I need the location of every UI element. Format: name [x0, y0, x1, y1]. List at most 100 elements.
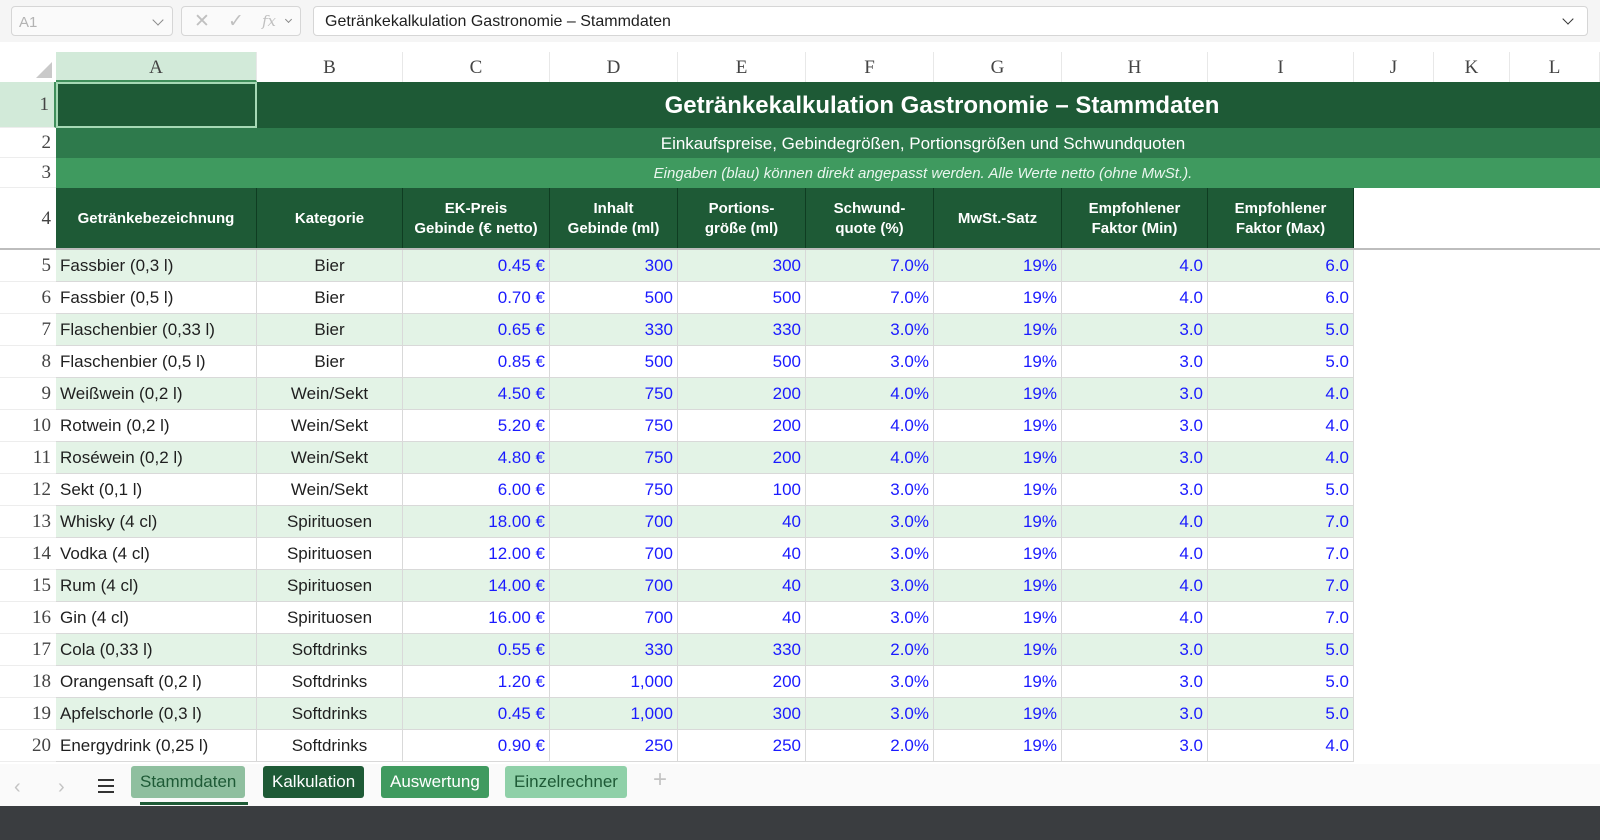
table-cell[interactable]: 19%: [934, 602, 1062, 634]
formula-input[interactable]: Getränkekalkulation Gastronomie – Stammd…: [313, 6, 1588, 36]
column-title[interactable]: Getränkebezeichnung: [56, 188, 257, 250]
table-cell[interactable]: 300: [550, 250, 678, 282]
table-cell[interactable]: 19%: [934, 314, 1062, 346]
table-cell[interactable]: 3.0%: [806, 346, 934, 378]
table-cell[interactable]: Energydrink (0,25 l): [56, 730, 257, 762]
table-cell[interactable]: Spirituosen: [257, 538, 403, 570]
table-cell[interactable]: 1,000: [550, 698, 678, 730]
table-cell[interactable]: 3.0%: [806, 666, 934, 698]
chevron-down-icon[interactable]: [152, 14, 164, 26]
row-header-13[interactable]: 13: [0, 506, 56, 538]
table-cell[interactable]: Flaschenbier (0,33 l): [56, 314, 257, 346]
column-title[interactable]: Kategorie: [257, 188, 403, 250]
table-cell[interactable]: 5.0: [1208, 698, 1354, 730]
table-cell[interactable]: 750: [550, 378, 678, 410]
table-cell[interactable]: 3.0: [1062, 730, 1208, 762]
table-cell[interactable]: 4.0: [1208, 410, 1354, 442]
table-cell[interactable]: 4.0: [1062, 282, 1208, 314]
chevron-left-icon[interactable]: ‹: [14, 776, 21, 798]
table-cell[interactable]: Roséwein (0,2 l): [56, 442, 257, 474]
column-header-k[interactable]: K: [1434, 52, 1510, 82]
table-cell[interactable]: 40: [678, 538, 806, 570]
table-cell[interactable]: 2.0%: [806, 634, 934, 666]
column-title[interactable]: Empfohlener Faktor (Min): [1062, 188, 1208, 250]
table-cell[interactable]: 330: [678, 634, 806, 666]
table-cell[interactable]: 40: [678, 570, 806, 602]
column-header-e[interactable]: E: [678, 52, 806, 82]
table-cell[interactable]: 19%: [934, 570, 1062, 602]
table-cell[interactable]: 7.0: [1208, 602, 1354, 634]
sheet-tab-kalkulation[interactable]: Kalkulation: [263, 766, 365, 798]
table-cell[interactable]: 4.0: [1208, 442, 1354, 474]
table-cell[interactable]: 330: [550, 314, 678, 346]
table-cell[interactable]: 4.0: [1062, 250, 1208, 282]
table-cell[interactable]: 4.0: [1208, 378, 1354, 410]
cancel-icon[interactable]: ✕: [194, 11, 210, 32]
column-header-g[interactable]: G: [934, 52, 1062, 82]
table-cell[interactable]: 0.45 €: [403, 250, 550, 282]
row-header-2[interactable]: 2: [0, 128, 56, 158]
table-cell[interactable]: 3.0: [1062, 346, 1208, 378]
column-header-l[interactable]: L: [1510, 52, 1600, 82]
table-cell[interactable]: 0.55 €: [403, 634, 550, 666]
row-header-3[interactable]: 3: [0, 158, 56, 188]
table-cell[interactable]: 500: [678, 346, 806, 378]
column-header-f[interactable]: F: [806, 52, 934, 82]
table-cell[interactable]: 19%: [934, 442, 1062, 474]
table-cell[interactable]: 7.0: [1208, 506, 1354, 538]
table-cell[interactable]: 5.0: [1208, 474, 1354, 506]
row-header-18[interactable]: 18: [0, 666, 56, 698]
table-cell[interactable]: 19%: [934, 250, 1062, 282]
table-cell[interactable]: 3.0: [1062, 474, 1208, 506]
table-cell[interactable]: Spirituosen: [257, 602, 403, 634]
table-cell[interactable]: 3.0: [1062, 634, 1208, 666]
table-cell[interactable]: Flaschenbier (0,5 l): [56, 346, 257, 378]
table-cell[interactable]: 7.0: [1208, 570, 1354, 602]
table-cell[interactable]: Bier: [257, 250, 403, 282]
table-cell[interactable]: 4.0: [1208, 730, 1354, 762]
table-cell[interactable]: 2.0%: [806, 730, 934, 762]
table-cell[interactable]: Bier: [257, 346, 403, 378]
column-header-h[interactable]: H: [1062, 52, 1208, 82]
sheet-list-menu-icon[interactable]: [98, 779, 114, 797]
table-cell[interactable]: 330: [550, 634, 678, 666]
table-cell[interactable]: 200: [678, 666, 806, 698]
row-header-5[interactable]: 5: [0, 250, 56, 282]
table-cell[interactable]: 0.45 €: [403, 698, 550, 730]
name-box[interactable]: A1: [11, 6, 173, 36]
table-cell[interactable]: 300: [678, 698, 806, 730]
table-cell[interactable]: 500: [550, 282, 678, 314]
table-cell[interactable]: Rum (4 cl): [56, 570, 257, 602]
row-header-1[interactable]: 1: [0, 82, 56, 128]
table-cell[interactable]: 1.20 €: [403, 666, 550, 698]
row-header-11[interactable]: 11: [0, 442, 56, 474]
table-cell[interactable]: 5.0: [1208, 634, 1354, 666]
table-cell[interactable]: Softdrinks: [257, 730, 403, 762]
confirm-icon[interactable]: ✓: [228, 11, 244, 32]
expand-formula-icon[interactable]: [1562, 13, 1574, 25]
select-all-icon[interactable]: [36, 62, 52, 78]
column-title[interactable]: Portions- größe (ml): [678, 188, 806, 250]
table-cell[interactable]: 700: [550, 602, 678, 634]
table-cell[interactable]: Softdrinks: [257, 634, 403, 666]
select-all-corner[interactable]: [0, 42, 56, 82]
table-cell[interactable]: 100: [678, 474, 806, 506]
table-cell[interactable]: Orangensaft (0,2 l): [56, 666, 257, 698]
selected-cell-a1[interactable]: [56, 82, 257, 128]
table-cell[interactable]: 0.70 €: [403, 282, 550, 314]
table-cell[interactable]: Apfelschorle (0,3 l): [56, 698, 257, 730]
table-cell[interactable]: 6.0: [1208, 250, 1354, 282]
row-header-16[interactable]: 16: [0, 602, 56, 634]
table-cell[interactable]: Wein/Sekt: [257, 410, 403, 442]
table-cell[interactable]: 4.50 €: [403, 378, 550, 410]
row-header-20[interactable]: 20: [0, 730, 56, 762]
table-cell[interactable]: 7.0%: [806, 282, 934, 314]
row-header-12[interactable]: 12: [0, 474, 56, 506]
table-cell[interactable]: 3.0: [1062, 666, 1208, 698]
table-cell[interactable]: 0.90 €: [403, 730, 550, 762]
row-header-10[interactable]: 10: [0, 410, 56, 442]
table-cell[interactable]: 3.0%: [806, 602, 934, 634]
table-cell[interactable]: 750: [550, 410, 678, 442]
table-cell[interactable]: 4.0: [1062, 602, 1208, 634]
